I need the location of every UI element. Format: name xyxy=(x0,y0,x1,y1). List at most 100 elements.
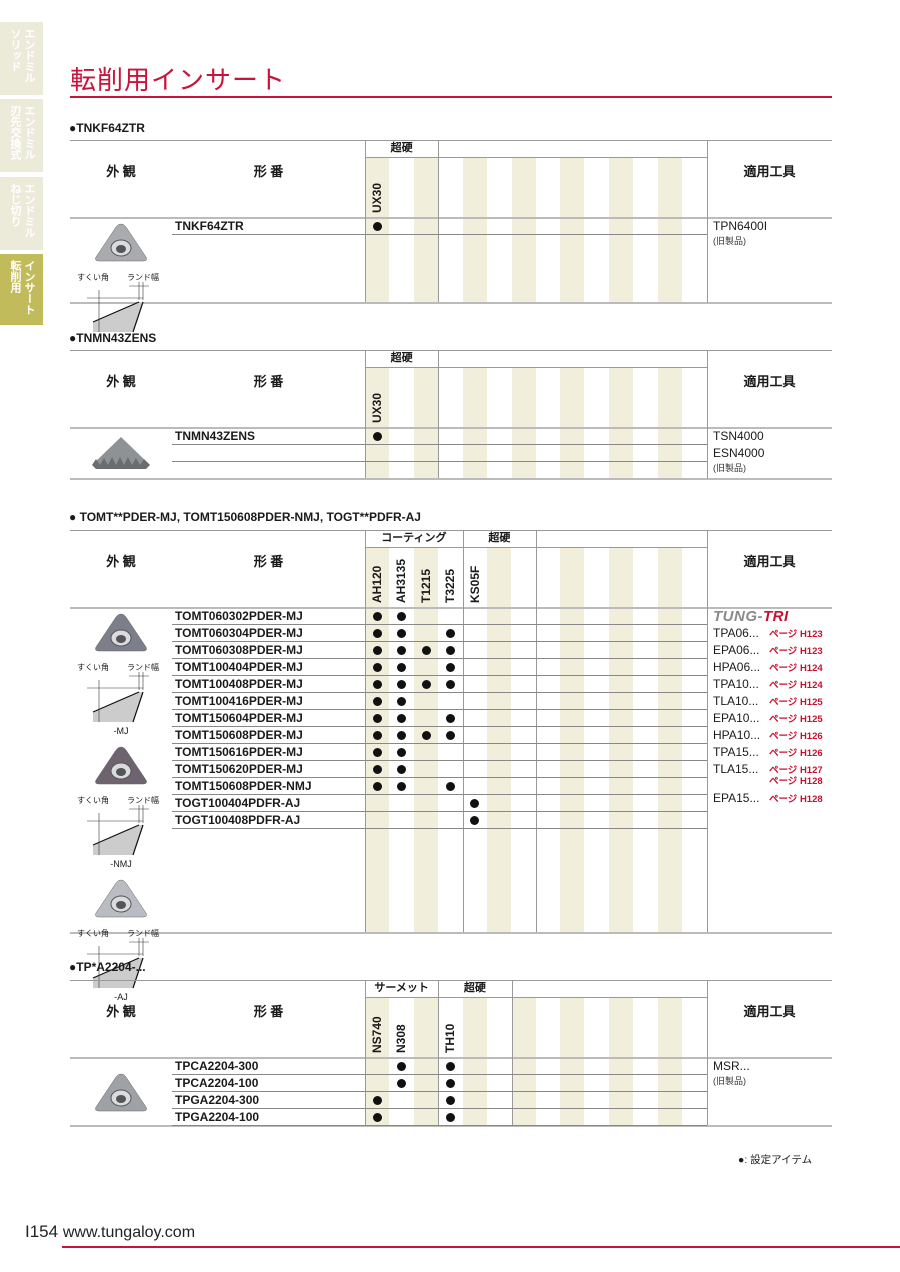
tool-ref-item: TLA10... ページ H125 xyxy=(713,693,833,710)
tool-ref-item: EPA15... ページ H128 xyxy=(713,790,833,807)
applicable-tools: TUNG-TRI TPA06... ページ H123 EPA06... ページ H123… xyxy=(713,608,833,807)
sidebar-tab-1[interactable]: エンドミル 刃先交換式 xyxy=(0,99,43,172)
grade-column-shade xyxy=(609,547,634,932)
land-width-label: ランド幅 xyxy=(127,929,159,938)
applicable-tools: TSN4000 ESN4000 (旧製品) xyxy=(713,428,764,475)
insert-image-tnmn xyxy=(86,431,156,476)
grade-label-ux30: UX30 xyxy=(370,182,384,213)
page-reference-link[interactable]: ページ H128 xyxy=(769,794,823,805)
availability-dot xyxy=(397,714,407,723)
page-reference-link[interactable]: ページ H126 xyxy=(769,748,823,759)
availability-dot xyxy=(372,663,382,672)
grade-column-shade xyxy=(462,157,487,302)
cross-section-diagram xyxy=(77,672,169,729)
tool-name[interactable]: EPA15... xyxy=(713,791,760,805)
section-title: ●TNKF64ZTR xyxy=(69,121,145,135)
page-reference-link[interactable]: ページ H125 xyxy=(769,714,823,725)
appearance-images: すくい角 ランド幅 xyxy=(70,221,172,334)
tool-name[interactable]: TSN4000 xyxy=(713,429,764,443)
page-reference-link[interactable]: ページ H123 xyxy=(769,629,823,640)
availability-dot xyxy=(372,646,382,655)
grade-column-shade xyxy=(365,367,389,478)
availability-dot xyxy=(372,714,382,723)
grade-column-shade xyxy=(462,997,487,1125)
availability-dot xyxy=(446,1113,455,1122)
grade-left-border xyxy=(365,980,366,1125)
page-reference-link[interactable]: ページ H123 xyxy=(769,646,823,657)
page-reference-link[interactable]: ページ H124 xyxy=(769,663,823,674)
availability-dot xyxy=(397,731,407,740)
sidebar-tab-label: 転削用 xyxy=(9,260,21,293)
rake-angle-label: すくい角 xyxy=(77,796,109,805)
tool-name[interactable]: EPA06... xyxy=(713,643,760,657)
grade-column-shade xyxy=(413,367,438,478)
insert-variant-caption: -MJ xyxy=(113,726,129,736)
header-bottom-border xyxy=(70,607,832,609)
cross-section-diagram xyxy=(77,805,169,862)
tool-name[interactable]: TPN6400I xyxy=(713,219,768,233)
grade-label-th10: TH10 xyxy=(443,1023,458,1053)
page-reference-link[interactable]: ページ H128 xyxy=(769,776,823,787)
sidebar-tab-label: エンドミル xyxy=(23,183,35,238)
tool-ref-item: TPA10... ページ H124 xyxy=(713,676,833,693)
availability-dot xyxy=(372,731,382,740)
row-divider xyxy=(172,675,708,676)
row-divider xyxy=(172,234,708,235)
availability-dot xyxy=(446,782,455,791)
grade-group-label: 超硬 xyxy=(488,532,511,544)
tool-ref-item: TPA06... ページ H123 xyxy=(713,625,833,642)
tool-name[interactable]: ESN4000 xyxy=(713,446,765,460)
sidebar-tab-3[interactable]: インサート 転削用 xyxy=(0,254,43,325)
page-reference-link[interactable]: ページ H126 xyxy=(769,731,823,742)
part-number: TPGA2204-100 xyxy=(175,1110,260,1124)
row-divider xyxy=(172,794,708,795)
tool-name[interactable]: TLA15... xyxy=(713,762,759,776)
section-title: ●TP*A2204-... xyxy=(69,960,146,974)
grade-label-ah120: AH120 xyxy=(370,565,384,603)
grade-column-shade xyxy=(487,547,512,932)
grade-column-shade xyxy=(413,157,438,302)
appearance-images xyxy=(70,1071,172,1120)
row-divider xyxy=(172,624,708,625)
header-appearance: 外 観 xyxy=(106,373,136,389)
row-divider xyxy=(172,444,708,445)
availability-dot xyxy=(397,782,407,791)
tool-name[interactable]: HPA10... xyxy=(713,728,761,742)
availability-dot xyxy=(421,680,431,689)
tool-ref-item: HPA06... ページ H124 xyxy=(713,659,833,676)
row-divider xyxy=(172,760,708,761)
row-divider xyxy=(172,692,708,693)
part-number: TOMT150608PDER-NMJ xyxy=(175,779,312,793)
grade-label-n308: N308 xyxy=(394,1024,409,1053)
tool-name[interactable]: TLA10... xyxy=(713,694,759,708)
part-number: TPGA2204-300 xyxy=(175,1093,260,1107)
website-link[interactable]: www.tungaloy.com xyxy=(62,1224,196,1241)
grade-label-ns740: NS740 xyxy=(370,1016,384,1053)
part-number: TOMT150616PDER-MJ xyxy=(175,745,303,759)
sidebar-tab-2[interactable]: エンドミル ねじ切り xyxy=(0,177,43,250)
grade-left-border xyxy=(365,350,366,478)
availability-dot xyxy=(372,1096,382,1105)
availability-dot xyxy=(397,748,407,757)
page-reference-link[interactable]: ページ H127 xyxy=(769,765,823,776)
availability-dot xyxy=(397,629,407,638)
tool-name[interactable]: HPA06... xyxy=(713,660,761,674)
page-reference-link[interactable]: ページ H125 xyxy=(769,697,823,708)
grade-group-label xyxy=(438,350,707,367)
header-bottom-border xyxy=(70,1057,832,1059)
tool-name[interactable]: MSR... xyxy=(713,1059,750,1073)
tool-name[interactable]: TPA15... xyxy=(713,745,759,759)
old-product-note: (旧製品) xyxy=(713,236,746,246)
part-number: TOMT100416PDER-MJ xyxy=(175,694,303,708)
tool-name[interactable]: TPA10... xyxy=(713,677,759,691)
sidebar-tab-0[interactable]: エンドミル ソリッド xyxy=(0,22,43,95)
tool-name[interactable]: TPA06... xyxy=(713,626,759,640)
appearance-images xyxy=(70,431,172,476)
page-reference-link[interactable]: ページ H124 xyxy=(769,680,823,691)
row-divider xyxy=(172,1074,708,1075)
insert-image-tomt-purple xyxy=(91,744,151,793)
tool-name[interactable]: EPA10... xyxy=(713,711,760,725)
availability-dot xyxy=(446,1079,455,1088)
part-number: TPCA2204-300 xyxy=(175,1059,259,1073)
header-appearance: 外 観 xyxy=(106,1003,136,1019)
